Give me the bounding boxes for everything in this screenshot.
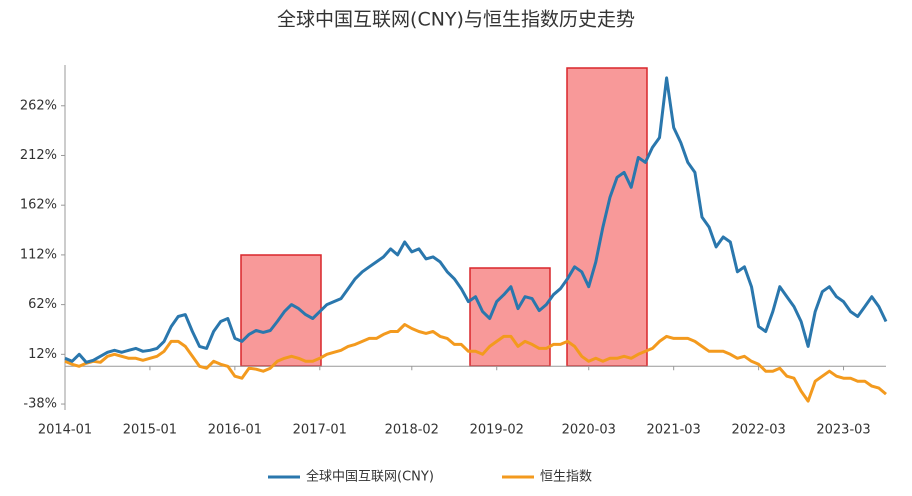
x-tick-label: 2018-02 bbox=[385, 423, 439, 438]
x-tick-label: 2016-01 bbox=[208, 423, 262, 438]
x-tick-label: 2020-03 bbox=[562, 423, 616, 438]
y-tick-label: 112% bbox=[20, 247, 57, 262]
legend-label: 恒生指数 bbox=[540, 470, 592, 485]
x-tick-label: 2015-01 bbox=[123, 423, 177, 438]
y-tick-label: 62% bbox=[28, 297, 57, 312]
y-tick-label: -38% bbox=[23, 397, 57, 412]
highlight-box bbox=[566, 67, 648, 367]
x-tick-label: 2017-01 bbox=[293, 423, 347, 438]
x-tick-label: 2022-03 bbox=[731, 423, 785, 438]
y-tick-label: 262% bbox=[20, 98, 57, 113]
legend-label: 全球中国互联网(CNY) bbox=[306, 469, 434, 485]
x-tick-label: 2019-02 bbox=[470, 423, 524, 438]
series-line bbox=[64, 76, 888, 364]
x-tick-label: 2014-01 bbox=[38, 423, 92, 438]
highlights bbox=[240, 67, 648, 367]
highlight-box bbox=[240, 254, 322, 367]
y-tick-label: 12% bbox=[28, 347, 57, 362]
series-line bbox=[64, 323, 887, 403]
chart-title: 全球中国互联网(CNY)与恒生指数历史走势 bbox=[277, 9, 635, 31]
x-tick-label: 2023-03 bbox=[816, 423, 870, 438]
y-tick-label: 162% bbox=[20, 198, 57, 213]
x-tick-label: 2021-03 bbox=[647, 423, 701, 438]
highlight-box bbox=[469, 267, 551, 367]
y-tick-label: 212% bbox=[20, 148, 57, 163]
